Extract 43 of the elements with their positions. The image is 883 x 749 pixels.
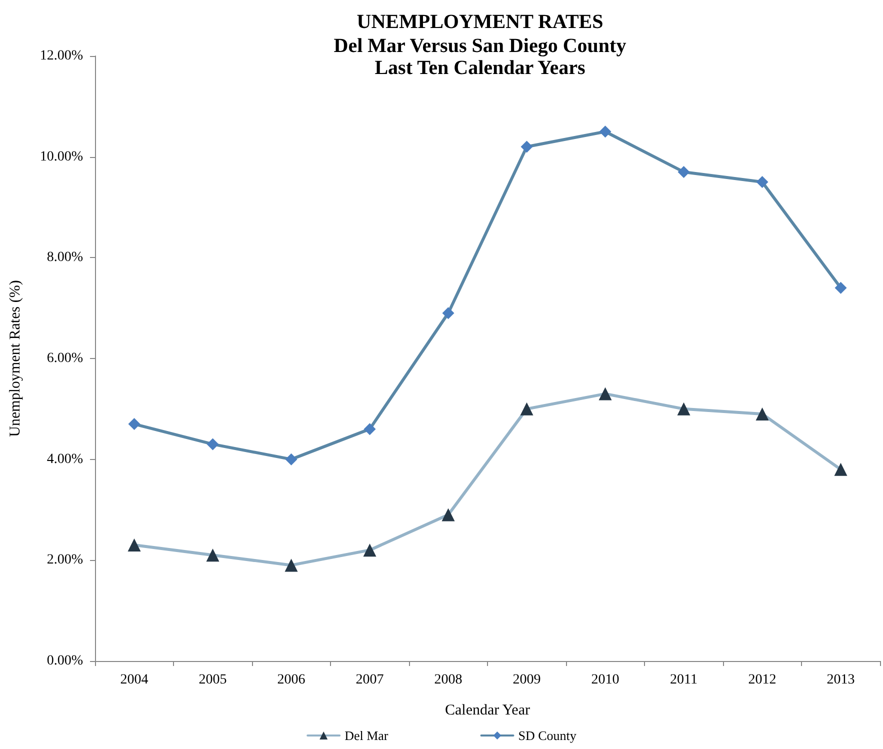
legend-label: Del Mar xyxy=(344,728,389,743)
point xyxy=(756,407,769,420)
point xyxy=(442,508,455,522)
x-tick-label: 2013 xyxy=(826,672,855,688)
point xyxy=(285,453,298,466)
x-tick-label: 2011 xyxy=(670,672,698,688)
y-tick-label: 10.00% xyxy=(40,149,84,164)
point xyxy=(364,423,376,436)
point xyxy=(598,387,612,400)
point xyxy=(206,548,220,562)
point xyxy=(678,166,690,178)
y-tick-label: 0.00% xyxy=(46,654,84,668)
point xyxy=(520,402,534,416)
point xyxy=(128,538,141,552)
x-tick-label: 2012 xyxy=(748,672,776,688)
x-tick-label: 2007 xyxy=(356,672,384,688)
y-tick-label: 4.00% xyxy=(46,452,84,467)
x-tick-label: 2010 xyxy=(591,672,620,688)
x-tick-label: 2005 xyxy=(198,672,227,688)
x-tick-label: 2008 xyxy=(434,672,462,688)
x-tick-label: 2006 xyxy=(277,672,306,688)
x-axis-title: Calendar Year xyxy=(445,702,530,718)
point xyxy=(520,140,533,153)
y-tick-label: 12.00% xyxy=(40,48,84,64)
y-tick-label: 2.00% xyxy=(46,552,84,568)
y-tick-label: 8.00% xyxy=(46,250,84,266)
point xyxy=(834,462,848,476)
point xyxy=(834,282,847,294)
point xyxy=(599,126,612,138)
point xyxy=(128,418,140,430)
point xyxy=(206,438,219,450)
point xyxy=(363,544,376,557)
chart-subtitle: Del Mar Versus San Diego County Last Ten Calendar Years xyxy=(334,35,626,79)
chart-title: UNEMPLOYMENT RATES xyxy=(356,11,604,33)
x-tick-label: 2009 xyxy=(512,672,541,688)
point xyxy=(677,402,690,416)
y-tick-label: 6.00% xyxy=(46,351,84,366)
x-tick-label: 2004 xyxy=(120,672,148,688)
y-axis-title: Unemployment Rates (%) xyxy=(8,280,24,437)
point xyxy=(756,176,768,188)
point xyxy=(442,307,454,320)
point xyxy=(284,558,298,572)
legend-label: SD County xyxy=(518,728,577,743)
